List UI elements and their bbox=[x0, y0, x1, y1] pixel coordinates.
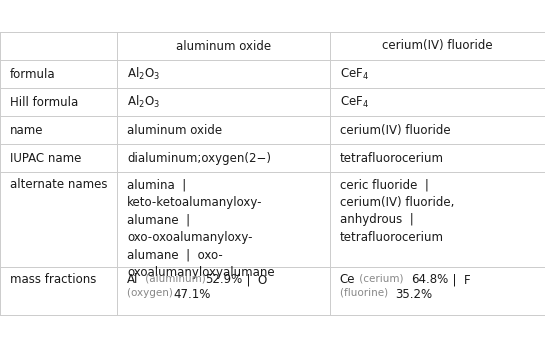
Text: CeF$_4$: CeF$_4$ bbox=[340, 66, 369, 82]
Text: |  O: | O bbox=[239, 273, 268, 286]
Text: (fluorine): (fluorine) bbox=[340, 288, 391, 297]
Text: alumina  |
keto-ketoalumanyloxy-
alumane  |
oxo-oxoalumanyloxy-
alumane  |  oxo-: alumina | keto-ketoalumanyloxy- alumane … bbox=[127, 178, 275, 279]
Text: Hill formula: Hill formula bbox=[10, 95, 78, 109]
Text: 52.9%: 52.9% bbox=[205, 273, 242, 286]
Text: name: name bbox=[10, 124, 44, 136]
Text: cerium(IV) fluoride: cerium(IV) fluoride bbox=[340, 124, 450, 136]
Text: cerium(IV) fluoride: cerium(IV) fluoride bbox=[382, 40, 493, 52]
Text: (aluminum): (aluminum) bbox=[142, 273, 209, 283]
Text: Al$_2$O$_3$: Al$_2$O$_3$ bbox=[127, 66, 160, 82]
Text: 47.1%: 47.1% bbox=[174, 288, 211, 301]
Text: IUPAC name: IUPAC name bbox=[10, 152, 81, 164]
Text: CeF$_4$: CeF$_4$ bbox=[340, 94, 369, 110]
Text: Al$_2$O$_3$: Al$_2$O$_3$ bbox=[127, 94, 160, 110]
Text: alternate names: alternate names bbox=[10, 178, 107, 191]
Text: aluminum oxide: aluminum oxide bbox=[176, 40, 271, 52]
Text: (oxygen): (oxygen) bbox=[127, 288, 176, 297]
Text: |  F: | F bbox=[445, 273, 471, 286]
Text: ceric fluoride  |
cerium(IV) fluoride,
anhydrous  |
tetrafluorocerium: ceric fluoride | cerium(IV) fluoride, an… bbox=[340, 178, 454, 244]
Text: Al: Al bbox=[127, 273, 138, 286]
Text: tetrafluorocerium: tetrafluorocerium bbox=[340, 152, 444, 164]
Text: formula: formula bbox=[10, 68, 56, 81]
Text: dialuminum;oxygen(2−): dialuminum;oxygen(2−) bbox=[127, 152, 271, 164]
Text: Ce: Ce bbox=[340, 273, 355, 286]
Text: aluminum oxide: aluminum oxide bbox=[127, 124, 222, 136]
Text: 64.8%: 64.8% bbox=[411, 273, 448, 286]
Text: 35.2%: 35.2% bbox=[395, 288, 432, 301]
Text: mass fractions: mass fractions bbox=[10, 273, 96, 286]
Text: (cerium): (cerium) bbox=[356, 273, 407, 283]
